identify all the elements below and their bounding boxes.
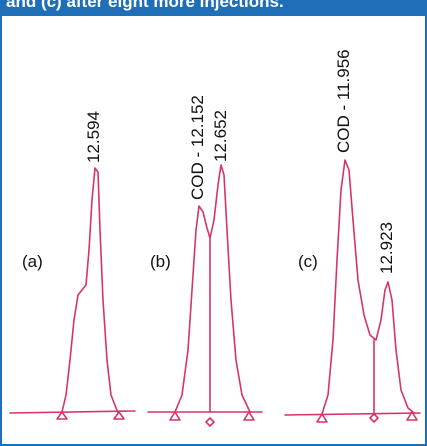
baseline-a [9,410,136,414]
marker-b-mid [205,417,215,427]
marker-c-mid [369,413,379,423]
header-text: and (c) after eight more injections. [6,0,284,11]
marker-c-right [406,411,418,421]
peak-label-c-2: 12.923 [377,222,396,274]
panel-label-c: (c) [298,252,318,271]
header-banner: and (c) after eight more injections. [0,0,427,16]
panel-label-a: (a) [22,252,43,271]
panel-label-b: (b) [150,252,171,271]
peak-label-c-1: COD - 11.956 [334,49,353,153]
trace-a [61,167,119,414]
peak-label-b-2: 12.652 [211,110,230,162]
marker-b-left [169,411,181,421]
trace-b [174,164,251,413]
marker-a-right [113,411,125,420]
peak-label-a-1: 12.594 [84,111,103,163]
peak-label-b-1: COD - 12.152 [188,95,207,200]
marker-b-right [243,411,255,421]
baseline-c [284,412,421,416]
marker-c-left [316,413,328,423]
trace-c [321,159,415,415]
marker-a-left [56,411,68,420]
